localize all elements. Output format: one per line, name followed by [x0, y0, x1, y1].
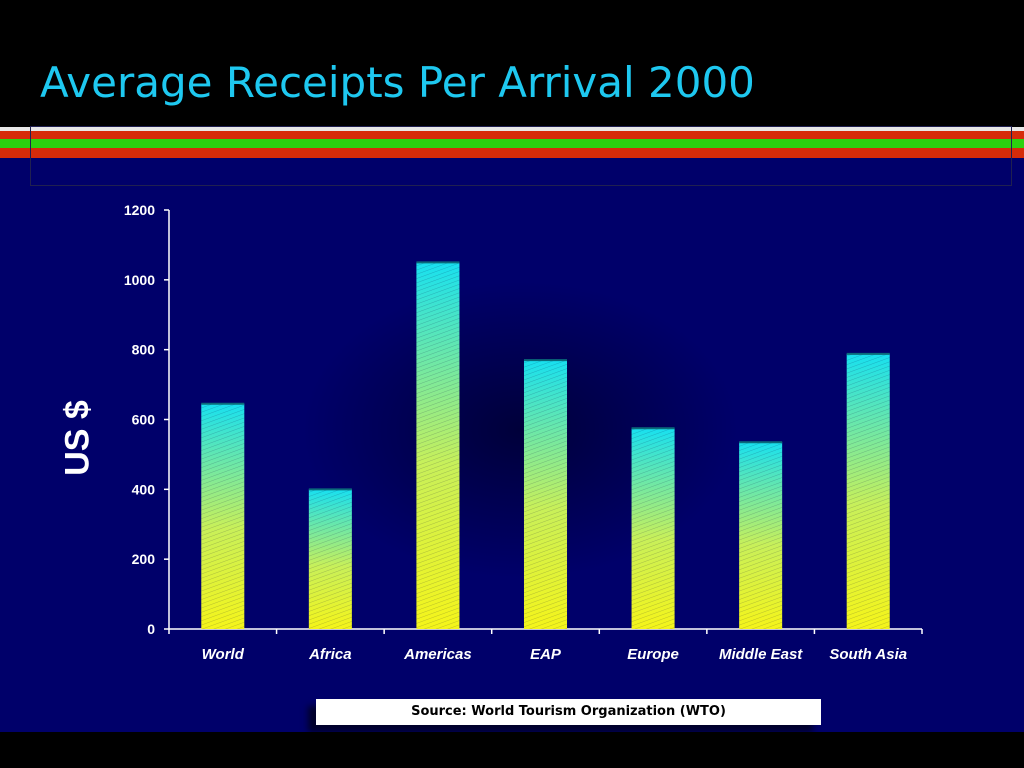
source-note: Source: World Tourism Organization (WTO) — [316, 699, 821, 725]
y-tick-label: 1000 — [124, 272, 155, 288]
y-axis-label: US $ — [58, 400, 97, 476]
x-tick-label: Americas — [403, 646, 472, 663]
y-tick-labels: 0 200 400 600 800 1000 1200 — [124, 202, 169, 637]
y-tick-label: 200 — [132, 551, 156, 567]
x-tick-label: World — [202, 646, 245, 663]
x-tick-label: EAP — [530, 646, 562, 663]
x-tick-label: Europe — [627, 646, 679, 663]
x-tick-label: South Asia — [829, 646, 907, 663]
x-tick-labels: World Africa Americas EAP Europe Middle East S… — [202, 646, 907, 663]
y-tick-label: 600 — [132, 412, 156, 428]
bar-texture — [416, 262, 460, 629]
slide-title: Average Receipts Per Arrival 2000 — [40, 58, 755, 107]
bar-texture — [308, 489, 352, 629]
x-tick-label: Africa — [308, 646, 352, 663]
bar-texture — [846, 353, 890, 629]
y-tick-label: 400 — [132, 481, 156, 497]
y-tick-label: 1200 — [124, 202, 155, 218]
bottom-bar — [0, 732, 1024, 768]
bar-texture — [631, 428, 675, 629]
bar-texture — [523, 360, 568, 629]
header-stripe-white — [0, 127, 1024, 131]
bar-texture — [739, 442, 783, 629]
y-tick-label: 800 — [132, 342, 156, 358]
header-stripe-green — [0, 139, 1024, 148]
header-stripe-red-bottom — [0, 148, 1024, 158]
bar-texture — [201, 403, 245, 629]
title-frame — [30, 126, 1012, 186]
x-tick-label: Middle East — [719, 646, 803, 663]
y-tick-label: 0 — [147, 621, 155, 637]
chart-bars — [201, 261, 890, 629]
header-stripe-red-top — [0, 131, 1024, 139]
